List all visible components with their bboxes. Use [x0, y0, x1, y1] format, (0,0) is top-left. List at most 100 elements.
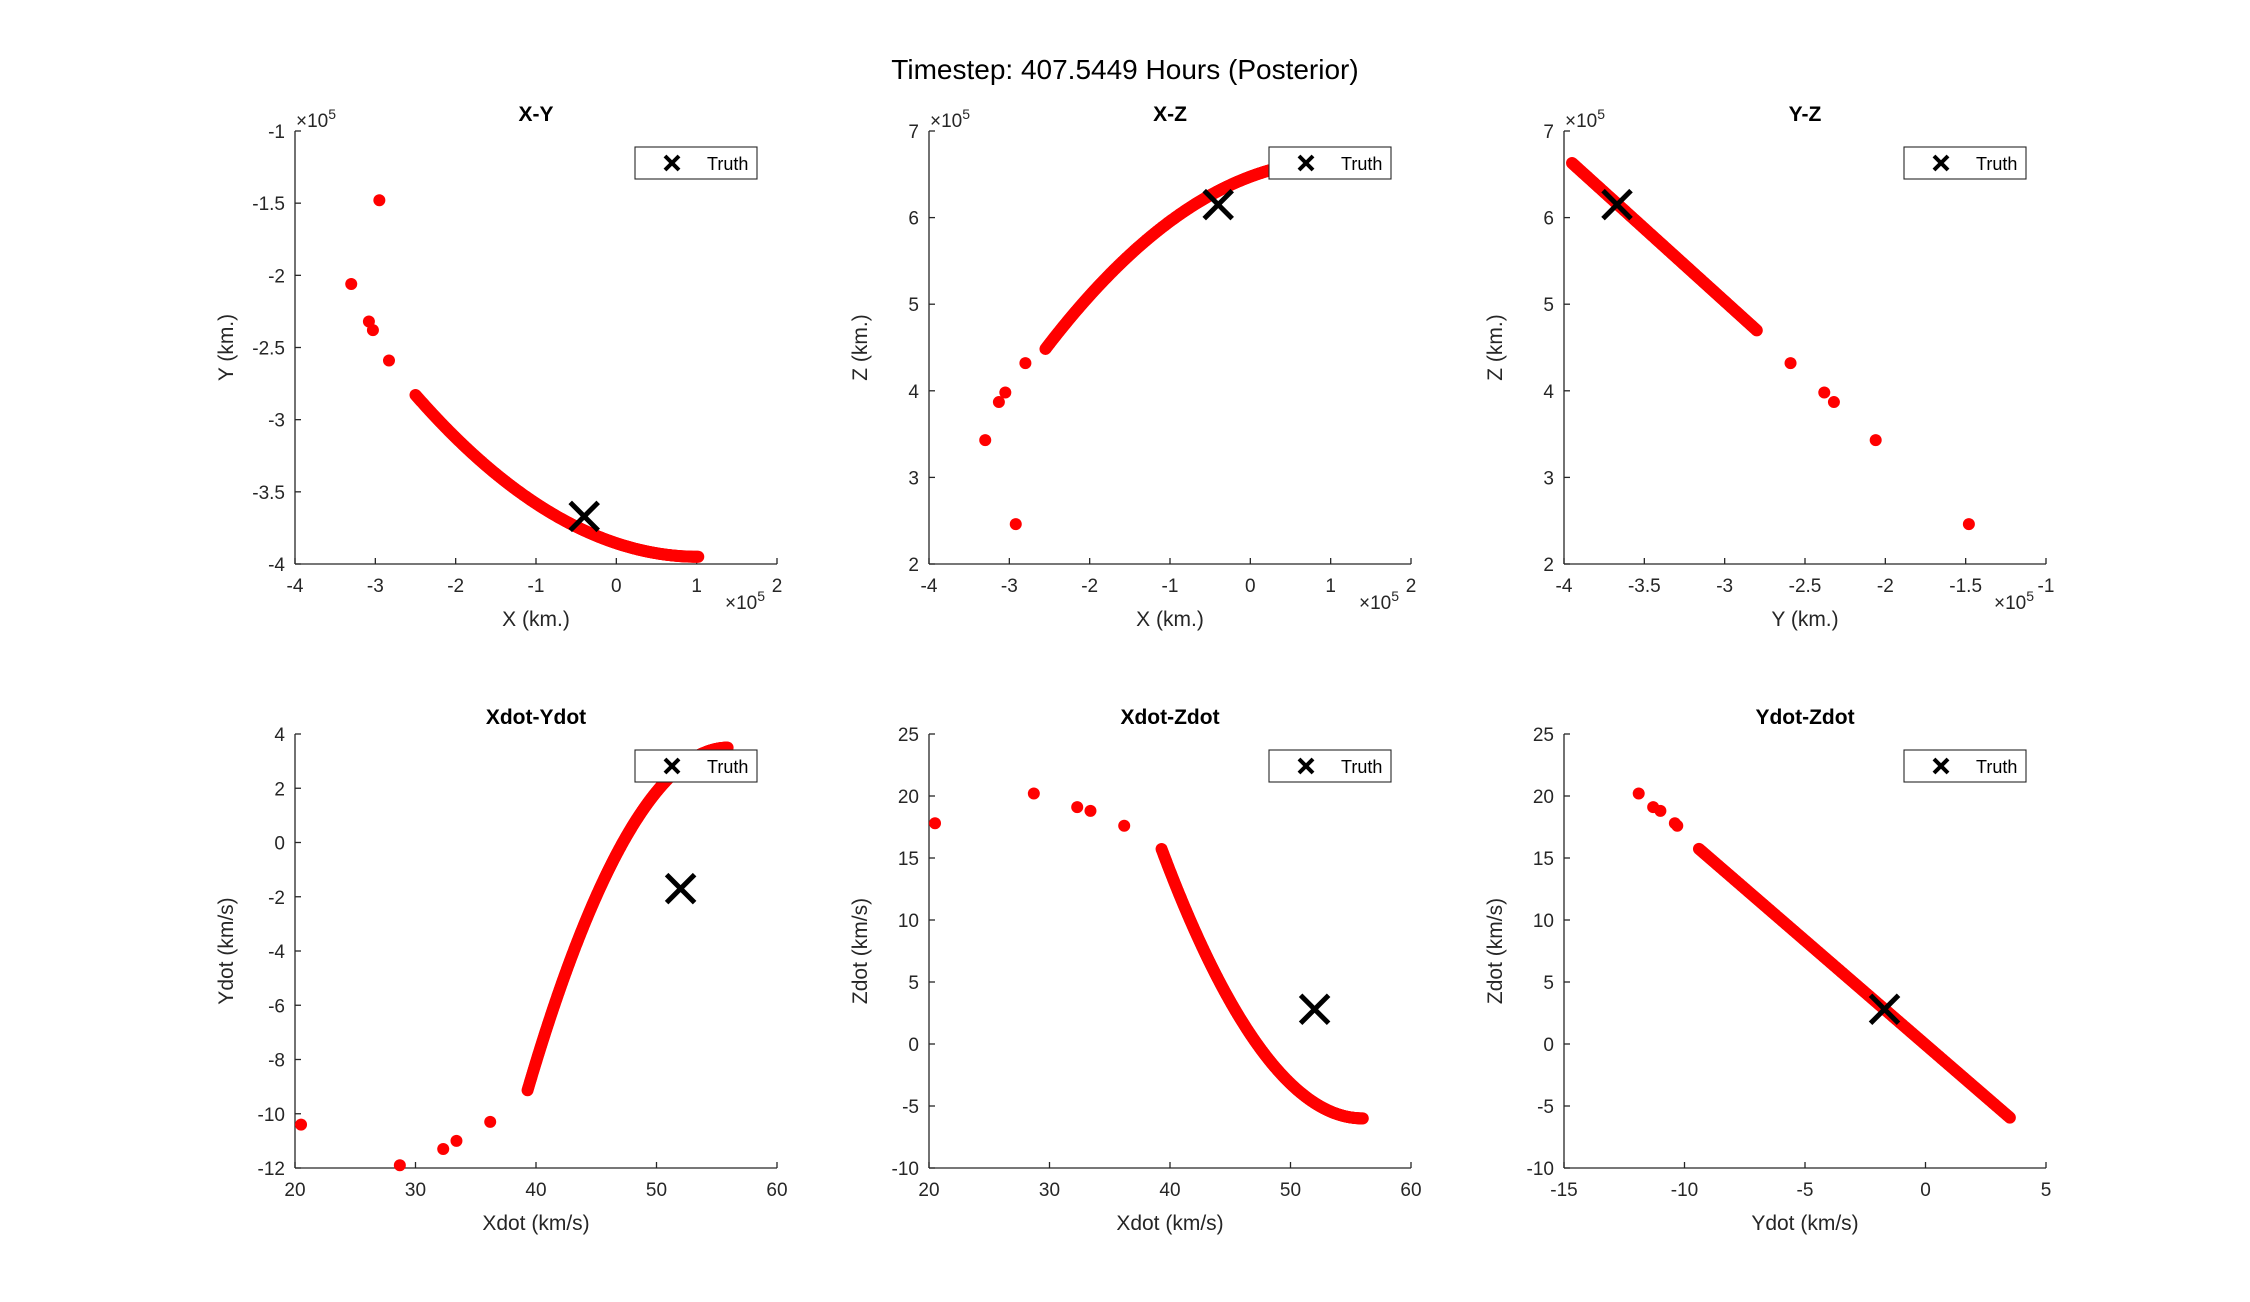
x-tick-label: 0 — [1245, 576, 1256, 597]
data-points — [295, 741, 734, 1172]
x-tick-label: -2 — [1081, 576, 1098, 597]
data-point — [484, 1115, 497, 1128]
x-tick-label: 2 — [1406, 576, 1417, 597]
x-tick-label: -4 — [1556, 576, 1573, 597]
subplot-y-z: -4 -3.5 -3 -2.5 -2 -1.5 -1 2 3 4 5 6 7 Y-Z Y (km.) Z (k… — [1484, 103, 2054, 631]
y-tick-label: 25 — [898, 725, 919, 746]
legend: Truth — [634, 146, 758, 180]
y-tick-label: 4 — [274, 725, 285, 746]
x-tick-label: -10 — [1671, 1180, 1698, 1201]
data-point — [1118, 819, 1131, 832]
data-point — [1784, 357, 1797, 370]
x-tick-label: 1 — [1325, 576, 1336, 597]
x-tick-label: -5 — [1797, 1180, 1814, 1201]
x-tick-label: -2 — [447, 576, 464, 597]
data-point — [1356, 1112, 1369, 1125]
data-point — [366, 324, 379, 337]
x-exponent-label: ×105 — [725, 588, 765, 614]
x-tick-label: 60 — [1400, 1180, 1421, 1201]
y-tick-label: -2.5 — [252, 339, 285, 360]
y-tick-label: 20 — [898, 787, 919, 808]
x-tick-label: -15 — [1550, 1180, 1577, 1201]
y-tick-label: -6 — [268, 996, 285, 1017]
x-tick-label: -3.5 — [1628, 576, 1661, 597]
x-tick-label: -1 — [528, 576, 545, 597]
x-tick-label: 60 — [766, 1180, 787, 1201]
data-point — [1962, 518, 1975, 531]
y-tick-label: 2 — [1543, 555, 1554, 576]
truth-marker — [1868, 993, 1901, 1026]
y-tick-label: 3 — [1543, 468, 1554, 489]
x-exponent-label: ×105 — [1359, 588, 1399, 614]
y-axis-label: Zdot (km/s) — [1484, 898, 1507, 1004]
y-tick-label: -5 — [1537, 1097, 1554, 1118]
x-exponent-label: ×105 — [1994, 588, 2034, 614]
y-tick-label: 4 — [1543, 382, 1554, 403]
y-tick-label: 25 — [1533, 725, 1554, 746]
x-tick-label: 1 — [691, 576, 702, 597]
legend: Truth — [634, 749, 758, 783]
x-tick-label: 2 — [772, 576, 783, 597]
y-tick-label: 0 — [1543, 1035, 1554, 1056]
y-tick-label: 7 — [1543, 122, 1554, 143]
x-tick-label: 20 — [284, 1180, 305, 1201]
data-point — [1869, 434, 1882, 447]
data-point — [450, 1134, 463, 1147]
y-axis-label: Zdot (km/s) — [849, 898, 872, 1004]
x-tick-label: 30 — [405, 1180, 426, 1201]
data-point — [393, 1159, 406, 1172]
subplot-x-z: -4 -3 -2 -1 0 1 2 2 3 4 5 6 7 X-Z X (km.) Z (km.) ×105 ×1… — [849, 103, 1416, 631]
y-tick-label: 5 — [1543, 973, 1554, 994]
x-axis-label: Xdot (km/s) — [482, 1212, 589, 1235]
y-axis-label: Z (km.) — [1484, 314, 1507, 380]
y-tick-label: 0 — [274, 834, 285, 855]
truth-marker — [1601, 188, 1633, 221]
y-tick-label: 6 — [1543, 209, 1554, 230]
data-points — [929, 787, 1369, 1125]
y-axis-label: Y (km.) — [215, 314, 238, 381]
data-point — [1654, 804, 1667, 817]
data-points — [1632, 787, 2016, 1124]
y-tick-label: -12 — [258, 1159, 285, 1180]
data-point — [692, 550, 705, 563]
legend-truth-icon — [1297, 757, 1315, 775]
y-tick-label: -2 — [268, 266, 285, 287]
x-tick-label: -2 — [1877, 576, 1894, 597]
y-tick-label: 3 — [908, 468, 919, 489]
x-tick-label: 40 — [525, 1180, 546, 1201]
x-axis-label: X (km.) — [502, 608, 570, 631]
data-point — [1084, 804, 1097, 817]
y-tick-label: 10 — [898, 911, 919, 932]
y-tick-label: -8 — [268, 1051, 285, 1072]
subplot-title: Xdot-Ydot — [486, 706, 586, 729]
data-point — [373, 194, 386, 207]
y-tick-label: 7 — [908, 122, 919, 143]
y-tick-label: -4 — [268, 555, 285, 576]
data-point — [1632, 787, 1645, 800]
subplot-xdot-zdot: 20 30 40 50 60 -10 -5 0 5 10 15 20 25 Xdot-Zdot Xdot (… — [849, 706, 1422, 1235]
y-tick-label: 4 — [908, 382, 919, 403]
y-tick-label: 15 — [1533, 849, 1554, 870]
y-tick-label: 15 — [898, 849, 919, 870]
legend-truth-icon — [1932, 757, 1950, 775]
x-tick-label: -3 — [1001, 576, 1018, 597]
x-axis-label: Y (km.) — [1771, 608, 1838, 631]
y-tick-label: 0 — [908, 1035, 919, 1056]
truth-marker — [1298, 993, 1331, 1026]
subplots: -4 -3 -2 -1 0 1 2-4-3.5-3-2.5-2-1.5-1X-YX (km.… — [215, 103, 2054, 1235]
y-tick-label: 20 — [1533, 787, 1554, 808]
y-exponent-label: ×105 — [930, 106, 970, 132]
data-point — [992, 396, 1005, 409]
data-point — [1668, 817, 1681, 830]
data-point — [437, 1143, 450, 1156]
data-point — [345, 277, 358, 290]
x-tick-label: -1 — [2038, 576, 2055, 597]
x-axis-label: Ydot (km/s) — [1751, 1212, 1858, 1235]
x-tick-label: 5 — [2041, 1180, 2052, 1201]
data-point — [1027, 787, 1040, 800]
data-points — [979, 156, 1321, 531]
x-tick-label: -3 — [367, 576, 384, 597]
data-point — [929, 817, 942, 830]
y-exponent-label: ×105 — [296, 106, 336, 132]
